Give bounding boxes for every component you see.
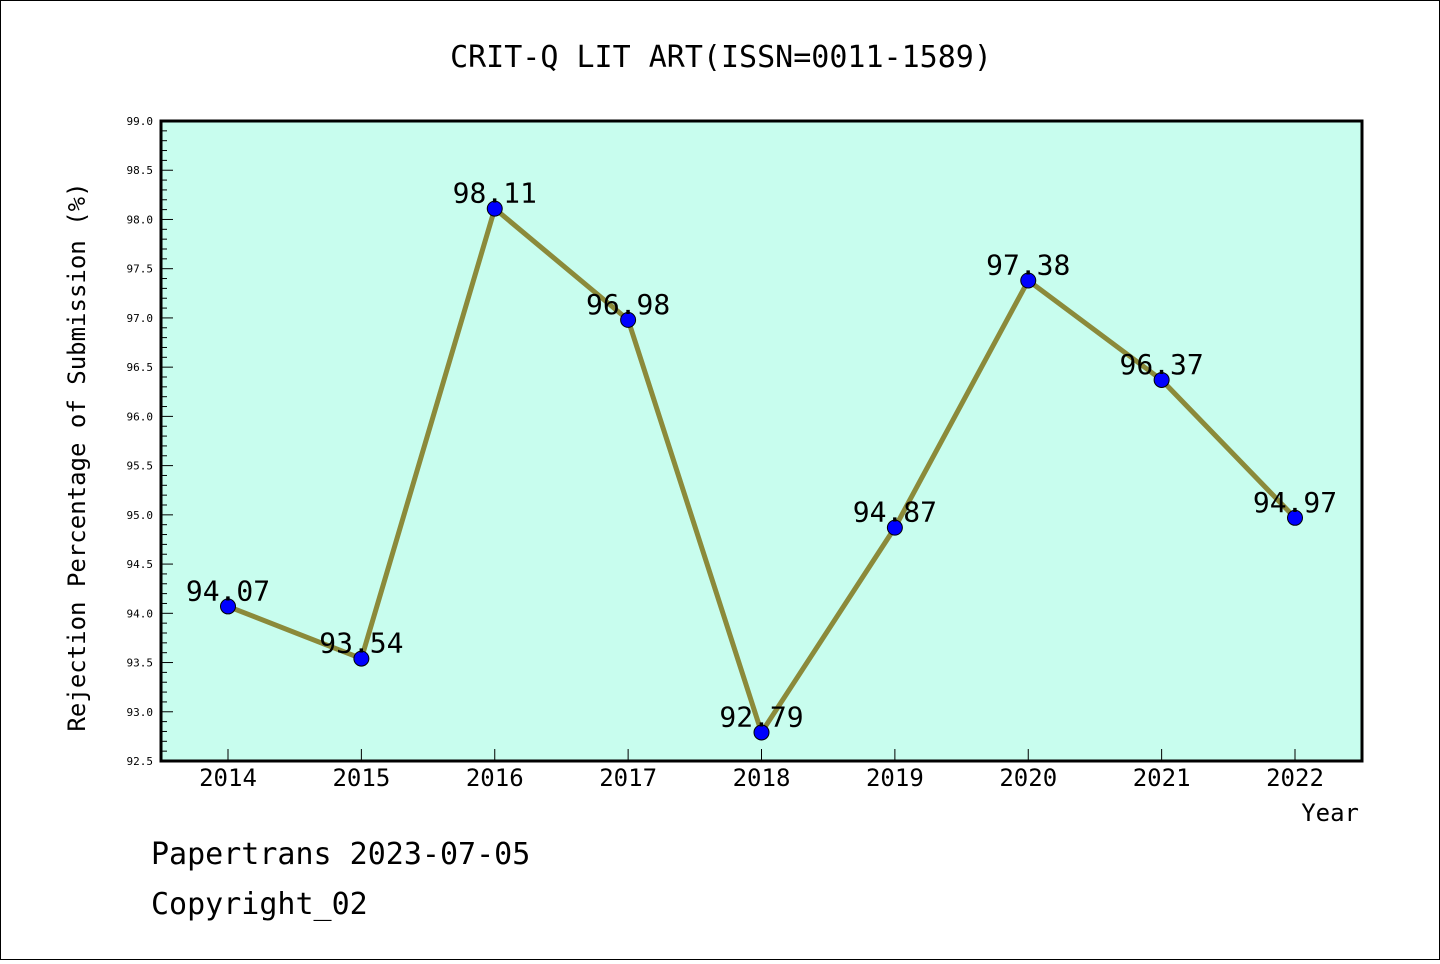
x-tick-label: 2018 [733,764,791,792]
x-tick-label: 2016 [466,764,524,792]
series-rejection-percentage: 94.07 93.54 98.11 96.98 92.79 94.87 97.38 96.37… [186,177,1337,741]
y-tick-label: 95.5 [127,460,154,473]
y-tick-label: 94.0 [127,607,154,620]
y-tick-label: 96.5 [127,361,154,374]
data-label: 97.38 [986,249,1070,282]
y-tick-label: 98.5 [127,164,154,177]
x-tick-label: 2017 [599,764,657,792]
x-tick-label: 2021 [1133,764,1191,792]
y-tick-label: 93.5 [127,657,154,670]
x-tick-label: 2020 [999,764,1057,792]
y-tick-label: 94.5 [127,558,154,571]
data-label: 92.79 [719,700,803,733]
y-tick-label: 99.0 [127,115,154,128]
x-tick-label: 2015 [332,764,390,792]
y-tick-label: 93.0 [127,706,154,719]
data-label: 94.97 [1253,486,1337,519]
x-tick-label: 2019 [866,764,924,792]
data-label: 94.07 [186,574,270,607]
y-axis: 92.5 93.0 93.5 94.0 94.5 95.0 95.5 96.0 96.5 97.0… [127,115,173,768]
data-label: 96.98 [586,288,670,321]
data-point [753,724,770,741]
x-tick-label: 2014 [199,764,257,792]
data-point [620,311,637,328]
data-point [486,200,503,217]
footer-date: Papertrans 2023-07-05 [151,837,530,872]
x-tick-label: 2022 [1266,764,1324,792]
x-axis-label: Year [1301,799,1359,827]
plot-area [159,119,1364,763]
data-point [886,519,903,536]
data-label: 94.87 [853,496,937,529]
x-axis: 2014 2015 2016 2017 2018 2019 2020 2021 2022 [199,749,1324,792]
footer-copyright: Copyright_02 [151,887,368,922]
y-tick-label: 97.0 [127,312,154,325]
y-tick-label: 95.0 [127,509,154,522]
data-point [1020,272,1037,289]
y-axis-label: Rejection Percentage of Submission (%) [63,182,91,731]
y-tick-label: 97.5 [127,263,154,276]
chart-title: CRIT-Q LIT ART(ISSN=0011-1589) [450,40,992,75]
y-tick-label: 96.0 [127,410,154,423]
y-tick-label: 98.0 [127,213,154,226]
data-point [1287,509,1303,526]
data-label: 96.37 [1119,348,1203,381]
data-label: 93.54 [319,627,403,660]
data-point [1153,371,1170,388]
y-tick-label: 92.5 [127,755,154,768]
data-point [220,598,236,615]
data-point [353,650,370,667]
data-label: 98.11 [453,177,537,210]
